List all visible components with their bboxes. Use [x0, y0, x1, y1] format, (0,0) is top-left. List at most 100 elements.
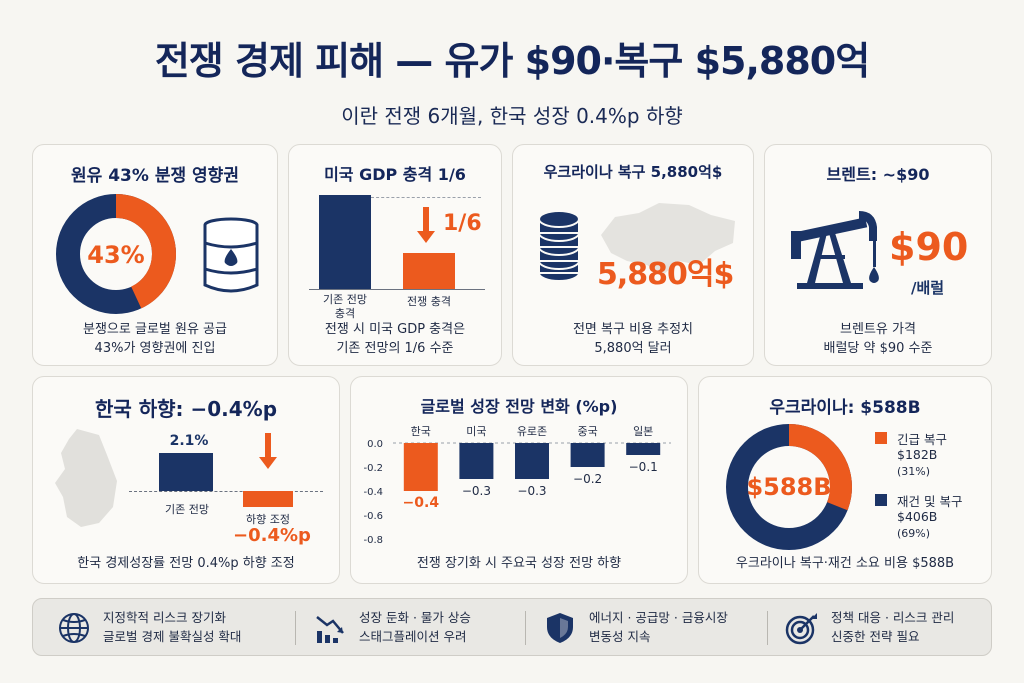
card-korea-cut: 한국 하향: −0.4%p 2.1% 기존 전망 하향 조정 −0.4%p 한국… [32, 376, 340, 584]
bottom-item-geopolitics-line2: 글로벌 경제 불확실성 확대 [103, 628, 242, 644]
chart-title: 글로벌 성장 전망 변화 (%p) [420, 397, 618, 416]
korea-dotted-line [129, 491, 323, 492]
card-oil-caption: 분쟁으로 글로벌 원유 공급 43%가 영향권에 진입 [33, 321, 277, 359]
page-title: 전쟁 경제 피해 — 유가 $90·복구 $5,880억 [154, 39, 870, 83]
bottom-divider [295, 611, 296, 645]
gdp-bar2-label: 전쟁 충격 [407, 295, 451, 308]
korea-baseline-bar [159, 453, 213, 491]
card-oil-caption-line1: 분쟁으로 글로벌 원유 공급 [83, 322, 227, 337]
split-center-label: $588B [746, 473, 831, 501]
oil-share-arc [56, 194, 176, 314]
legend-swatch-navy [875, 494, 887, 506]
gdp-shock-bar [403, 253, 455, 289]
card-oil-title: 원유 43% 분쟁 영향권 [71, 166, 239, 186]
card-brent-caption: 브렌트유 가격 배럴당 약 $90 수준 [765, 321, 991, 359]
value-label: −0.4 [403, 495, 440, 511]
card-ukraine-caption-line1: 전면 복구 비용 추정치 [572, 322, 694, 337]
gdp-ratio-label: 1/6 [443, 211, 482, 236]
coin-stack-icon [538, 210, 580, 282]
gdp-axis-line [309, 289, 485, 290]
y-tick-label: -0.2 [363, 463, 383, 474]
bar-3 [515, 443, 549, 479]
card-ukraine-recovery: 우크라이나 복구 5,880억$ 5,880억$ 전면 복구 비용 추정치 5,… [512, 144, 754, 366]
legend-emergency-value: $182B [897, 447, 938, 462]
target-icon [785, 613, 817, 645]
gdp-dotted-line [371, 197, 481, 198]
card-gdp-title: 미국 GDP 충격 1/6 [324, 165, 466, 184]
category-label: 미국 [466, 425, 486, 438]
korea-map-silhouette [55, 429, 117, 527]
bottom-item-growth-line2: 스태그플레이션 우려 [359, 628, 467, 644]
card-ukraine-caption-line2: 5,880억 달러 [594, 340, 672, 356]
brent-price-unit: /배럴 [911, 279, 945, 297]
legend-reconstruction-name: 재건 및 복구 [897, 494, 963, 509]
value-label: −0.3 [517, 484, 546, 498]
card-brent: 브렌트: ~$90 $90 /배럴 브렌트유 가격 배럴당 약 $90 수준 [764, 144, 992, 366]
bottom-item-policy-line2: 신중한 전략 필요 [831, 628, 920, 644]
bar-2 [459, 443, 494, 479]
korea-bar1-label: 기존 전망 [165, 503, 209, 516]
globe-icon [59, 613, 89, 643]
chart-caption: 전쟁 장기화 시 주요국 성장 전망 하향 [416, 556, 622, 571]
category-label: 일본 [633, 424, 653, 438]
card-brent-title: 브렌트: ~$90 [826, 165, 930, 184]
gdp-base-bar [319, 195, 371, 289]
growth-chart: 0.0 -0.2 -0.4 -0.6 -0.8 한국 −0.4 미국 −0.3 유로존 −0.3 중국… [363, 424, 671, 546]
down-arrow-icon [423, 207, 429, 233]
down-arrow-head [417, 231, 435, 243]
bar-5 [626, 443, 661, 455]
emergency-recovery-arc [726, 424, 852, 550]
card-ukraine-split: 우크라이나: $588B $588B 긴급 복구 $182B (31%) 재건 … [698, 376, 992, 584]
oil-share-label: 43% [87, 241, 144, 269]
card-korea-caption: 한국 경제성장률 전망 0.4%p 하향 조정 [77, 556, 295, 571]
oil-barrel-icon [203, 217, 259, 293]
card-us-gdp: 미국 GDP 충격 1/6 1/6 기존 전망 충격 전쟁 충격 전쟁 시 미국… [288, 144, 502, 366]
bottom-summary-bar: 지정학적 리스크 장기화 글로벌 경제 불확실성 확대 성장 둔화 · 물가 상… [32, 598, 992, 656]
korea-down-arrow-head [259, 457, 277, 469]
y-tick-label: -0.6 [363, 511, 383, 522]
category-label: 중국 [577, 425, 597, 438]
bar-4 [570, 443, 605, 467]
ukraine-map-silhouette [601, 203, 735, 275]
card-oil-share: 원유 43% 분쟁 영향권 43% 분쟁으로 글로벌 원유 공급 43%가 영향… [32, 144, 278, 366]
card-gdp-caption: 전쟁 시 미국 GDP 충격은 기존 전망의 1/6 수준 [289, 321, 501, 359]
legend-reconstruction-value: $406B [897, 509, 938, 524]
y-tick-label: -0.8 [363, 535, 383, 546]
legend-emergency-pct: (31%) [897, 465, 931, 478]
card-brent-caption-line1: 브렌트유 가격 [840, 322, 916, 337]
category-label: 유로존 [517, 425, 547, 438]
card-split-title: 우크라이나: $588B [769, 398, 921, 418]
shield-icon [547, 613, 573, 643]
bottom-divider [525, 611, 526, 645]
bottom-item-volatility: 에너지 · 공급망 · 금융시장 변동성 지속 [543, 599, 763, 657]
value-label: −0.1 [629, 460, 658, 474]
korea-bar2-value: −0.4%p [233, 525, 311, 546]
card-gdp-caption-line2: 기존 전망의 1/6 수준 [336, 340, 454, 356]
bottom-divider [767, 611, 768, 645]
bottom-item-volatility-line2: 변동성 지속 [589, 628, 651, 644]
bottom-item-geopolitics: 지정학적 리스크 장기화 글로벌 경제 불확실성 확대 [57, 599, 277, 657]
gdp-bar1-label: 기존 전망 충격 [307, 293, 383, 322]
card-brent-caption-line2: 배럴당 약 $90 수준 [823, 340, 933, 356]
y-tick-label: -0.4 [363, 487, 383, 498]
gdp-bar1-label-line2: 충격 [334, 307, 356, 321]
ukraine-split-donut: $588B [726, 424, 852, 550]
korea-cut-bar [243, 491, 293, 507]
legend-swatch-orange [875, 432, 887, 444]
value-label: −0.2 [573, 472, 602, 486]
card-ukraine-caption: 전면 복구 비용 추정치 5,880억 달러 [513, 321, 753, 359]
y-tick-label: 0.0 [367, 439, 383, 450]
card-korea-title: 한국 하향: −0.4%p [94, 397, 278, 421]
card-split-caption: 우크라이나 복구·재건 소요 비용 $588B [735, 556, 955, 571]
bottom-item-geopolitics-line1: 지정학적 리스크 장기화 [103, 610, 226, 625]
legend-reconstruction-pct: (69%) [897, 527, 931, 540]
category-label: 한국 [411, 425, 431, 438]
brent-price-value: $90 [889, 225, 969, 269]
bar-1 [403, 443, 438, 491]
korea-bar2-label: 하향 조정 [246, 513, 290, 526]
korea-bar1-value: 2.1% [169, 433, 209, 449]
card-gdp-caption-line1: 전쟁 시 미국 GDP 충격은 [324, 322, 466, 337]
bottom-item-policy: 정책 대응 · 리스크 관리 신중한 전략 필요 [785, 599, 985, 657]
bottom-item-growth-line1: 성장 둔화 · 물가 상승 [359, 610, 471, 625]
oil-pump-icon [791, 211, 879, 289]
